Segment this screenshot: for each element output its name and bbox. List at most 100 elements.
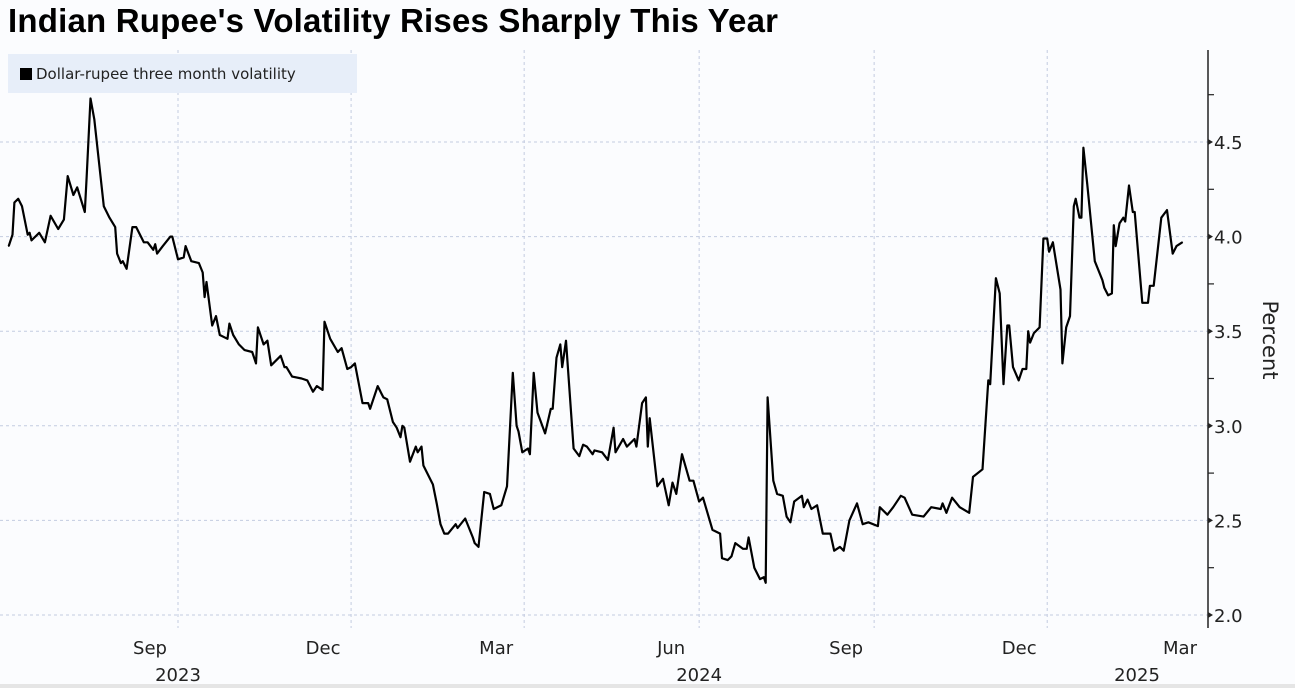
data-point (1122, 216, 1125, 219)
data-points (7, 97, 1184, 584)
data-point (198, 262, 200, 264)
data-point (169, 235, 172, 238)
data-point (766, 396, 769, 399)
data-point (30, 239, 33, 242)
y-axis: 2.0 2.5 3.0 3.5 4.0 4.5 (1207, 50, 1243, 628)
data-point (219, 334, 221, 336)
data-point (922, 515, 925, 518)
data-point (285, 366, 288, 368)
data-point (477, 546, 480, 548)
data-point (747, 536, 750, 539)
data-point (1065, 326, 1068, 329)
x-tick-label-month: Mar (479, 638, 514, 659)
data-point (688, 479, 691, 482)
data-point (645, 396, 647, 399)
y-tick-mark (1208, 517, 1213, 524)
data-point (511, 372, 514, 374)
data-point (1181, 241, 1184, 244)
data-point (392, 421, 394, 423)
data-point (1082, 146, 1085, 149)
data-point (721, 557, 723, 560)
data-point (515, 425, 518, 427)
data-point (49, 214, 52, 217)
data-point (1029, 341, 1031, 344)
data-point (7, 245, 10, 247)
data-point (1101, 279, 1104, 281)
data-point (500, 504, 503, 507)
data-point (1141, 302, 1144, 304)
data-point (559, 343, 562, 346)
data-point (987, 379, 990, 382)
data-point (63, 218, 65, 221)
data-point (283, 366, 286, 368)
data-point (1078, 216, 1081, 219)
data-point (801, 495, 803, 497)
data-point (745, 547, 748, 550)
data-point (152, 249, 155, 251)
data-point (1080, 216, 1083, 219)
data-point (521, 451, 524, 454)
data-point (719, 532, 721, 535)
data-point (772, 479, 775, 482)
data-point (382, 396, 385, 399)
data-point (1025, 368, 1028, 370)
data-point (821, 532, 824, 535)
data-point (1103, 286, 1106, 289)
data-point (861, 523, 864, 525)
data-point (1149, 284, 1151, 287)
data-point (1046, 237, 1049, 240)
data-point (329, 337, 331, 340)
data-point (829, 532, 832, 535)
data-point (367, 402, 370, 404)
data-point (1166, 209, 1168, 211)
y-tick-mark (1208, 233, 1213, 240)
data-point (361, 402, 364, 404)
data-point (586, 445, 588, 448)
data-point (759, 578, 761, 580)
data-point (1061, 362, 1064, 365)
data-point (789, 521, 792, 524)
data-point (420, 445, 423, 448)
data-point (939, 508, 942, 510)
data-point (184, 245, 187, 247)
data-point (171, 235, 174, 238)
data-point (416, 451, 419, 454)
data-point (403, 426, 406, 429)
data-point (154, 243, 156, 245)
legend-swatch (20, 67, 32, 80)
data-point (614, 451, 617, 454)
data-point (641, 402, 643, 404)
data-point (785, 515, 788, 518)
data-point (626, 445, 628, 448)
data-point (1152, 284, 1155, 287)
data-point (243, 349, 246, 351)
data-point (968, 512, 971, 514)
data-point (764, 582, 767, 584)
data-point (395, 426, 398, 429)
data-point (108, 216, 111, 219)
data-point (667, 504, 670, 507)
x-tick-label-year: 2023 (155, 665, 201, 686)
data-point (291, 375, 293, 378)
chart-title: Indian Rupee's Volatility Rises Sharply … (8, 2, 779, 39)
data-point (698, 500, 700, 503)
data-point (1017, 379, 1020, 382)
data-point (662, 477, 664, 480)
data-point (386, 398, 389, 401)
y-tick-label: 4.0 (1214, 228, 1243, 249)
data-point (369, 407, 371, 410)
data-point (66, 175, 69, 177)
x-tick-label-year: 2024 (676, 665, 722, 686)
data-point (177, 258, 179, 261)
data-point (270, 364, 272, 367)
data-point (211, 324, 214, 327)
data-point (810, 508, 813, 510)
data-point (182, 256, 185, 259)
data-point (135, 226, 137, 228)
data-point (572, 447, 575, 450)
data-point (473, 542, 476, 544)
data-point (782, 495, 784, 497)
data-point (262, 343, 265, 346)
